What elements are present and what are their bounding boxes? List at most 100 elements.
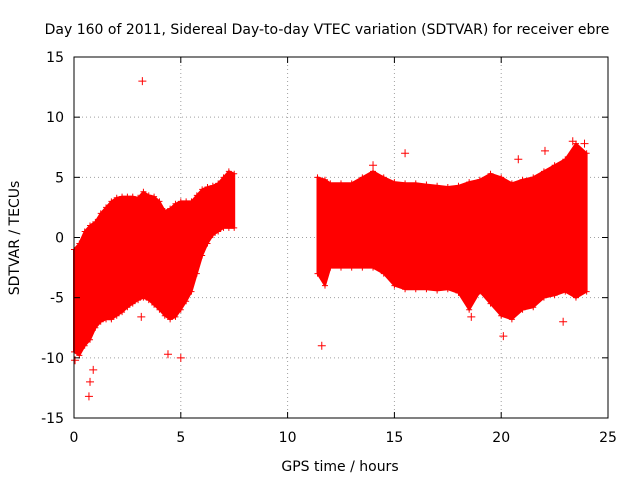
data-point-max — [370, 168, 377, 175]
y-tick-label: -15 — [41, 411, 64, 427]
outlier-point — [138, 77, 147, 86]
outlier-point — [89, 365, 98, 374]
data-point-max — [199, 186, 206, 193]
data-point-min — [151, 301, 158, 308]
outlier-point — [568, 137, 577, 146]
outlier-point — [540, 146, 549, 155]
data-point-max — [314, 174, 321, 181]
data-point-max — [156, 198, 163, 205]
data-point-max — [103, 204, 110, 211]
data-point-max — [113, 194, 120, 201]
data-point-max — [498, 174, 505, 181]
data-point-min — [572, 294, 579, 301]
data-point-min — [359, 264, 366, 271]
outlier-point — [317, 341, 326, 350]
data-point-min — [193, 270, 200, 277]
data-point-max — [97, 210, 104, 217]
data-point-max — [562, 156, 569, 163]
data-point-max — [140, 188, 147, 195]
data-point-min — [172, 313, 179, 320]
y-tick-label: 15 — [46, 50, 64, 66]
data-point-min — [108, 316, 115, 323]
outlier-point — [401, 149, 410, 158]
data-point-max — [551, 162, 558, 169]
data-point-min — [161, 312, 168, 319]
data-point-max — [135, 194, 142, 201]
data-point-min — [321, 282, 328, 289]
data-point-max — [338, 180, 344, 187]
data-point-max — [188, 198, 195, 205]
data-point-min — [508, 316, 515, 323]
data-point-min — [204, 240, 211, 247]
data-point-max — [81, 228, 88, 235]
data-point-min — [124, 304, 131, 311]
outlier-point — [467, 312, 476, 321]
data-point-max — [231, 170, 238, 177]
data-point-min — [119, 309, 126, 316]
x-tick-label: 5 — [176, 430, 185, 446]
data-point-max — [220, 174, 227, 181]
data-point-min — [540, 294, 547, 301]
data-point-min — [177, 306, 184, 313]
data-point-min — [530, 304, 537, 311]
data-series — [71, 77, 590, 401]
data-point-min — [220, 224, 227, 231]
data-point-max — [455, 182, 462, 189]
y-axis-label: SDTVAR / TECUs — [7, 181, 23, 296]
outlier-point — [559, 317, 568, 326]
data-point-min — [92, 324, 99, 331]
data-point-max — [124, 193, 131, 200]
data-point-min — [412, 286, 419, 293]
data-point-min — [231, 224, 238, 231]
data-point-max — [151, 193, 158, 200]
data-point-max — [87, 222, 94, 229]
x-tick-label: 25 — [599, 430, 617, 446]
data-point-max — [76, 240, 83, 247]
data-point-max — [487, 170, 494, 177]
x-tick-label: 15 — [385, 430, 403, 446]
outlier-point — [86, 377, 95, 386]
data-point-min — [338, 264, 344, 271]
data-point-max — [476, 176, 483, 183]
data-point-min — [135, 297, 142, 304]
data-point-max — [225, 168, 232, 175]
data-point-max — [434, 182, 441, 189]
data-point-max — [177, 198, 184, 205]
data-point-min — [145, 297, 152, 304]
data-point-max — [209, 182, 216, 189]
outlier-point — [84, 392, 93, 401]
axis-ticks: 0 5 10 15 20 25 -15 -10 -5 0 5 10 15 — [41, 50, 617, 446]
data-point-max — [508, 180, 515, 187]
data-band — [316, 142, 588, 321]
data-point-min — [444, 286, 451, 293]
data-point-max — [204, 183, 211, 190]
data-point-min — [423, 286, 430, 293]
data-point-min — [314, 270, 321, 277]
data-point-min — [199, 252, 206, 259]
data-point-min — [466, 306, 473, 313]
data-point-min — [391, 282, 398, 289]
data-point-max — [348, 180, 355, 187]
data-point-min — [209, 232, 216, 239]
outlier-point — [369, 161, 378, 170]
data-point-min — [498, 312, 505, 319]
data-point-min — [156, 306, 163, 313]
data-point-min — [167, 316, 174, 323]
data-point-max — [193, 192, 200, 199]
x-axis-label: GPS time / hours — [281, 459, 398, 475]
outlier-point — [514, 155, 523, 164]
data-point-max — [391, 179, 398, 186]
x-tick-label: 10 — [279, 430, 297, 446]
x-tick-label: 0 — [70, 430, 79, 446]
y-tick-label: 5 — [55, 170, 64, 186]
data-point-min — [113, 312, 120, 319]
data-point-max — [444, 183, 451, 190]
data-point-min — [97, 318, 104, 325]
data-point-max — [583, 150, 590, 157]
data-point-min — [519, 306, 526, 313]
data-point-max — [530, 174, 537, 181]
data-point-max — [423, 181, 430, 188]
x-tick-label: 20 — [492, 430, 510, 446]
data-point-min — [434, 287, 441, 294]
